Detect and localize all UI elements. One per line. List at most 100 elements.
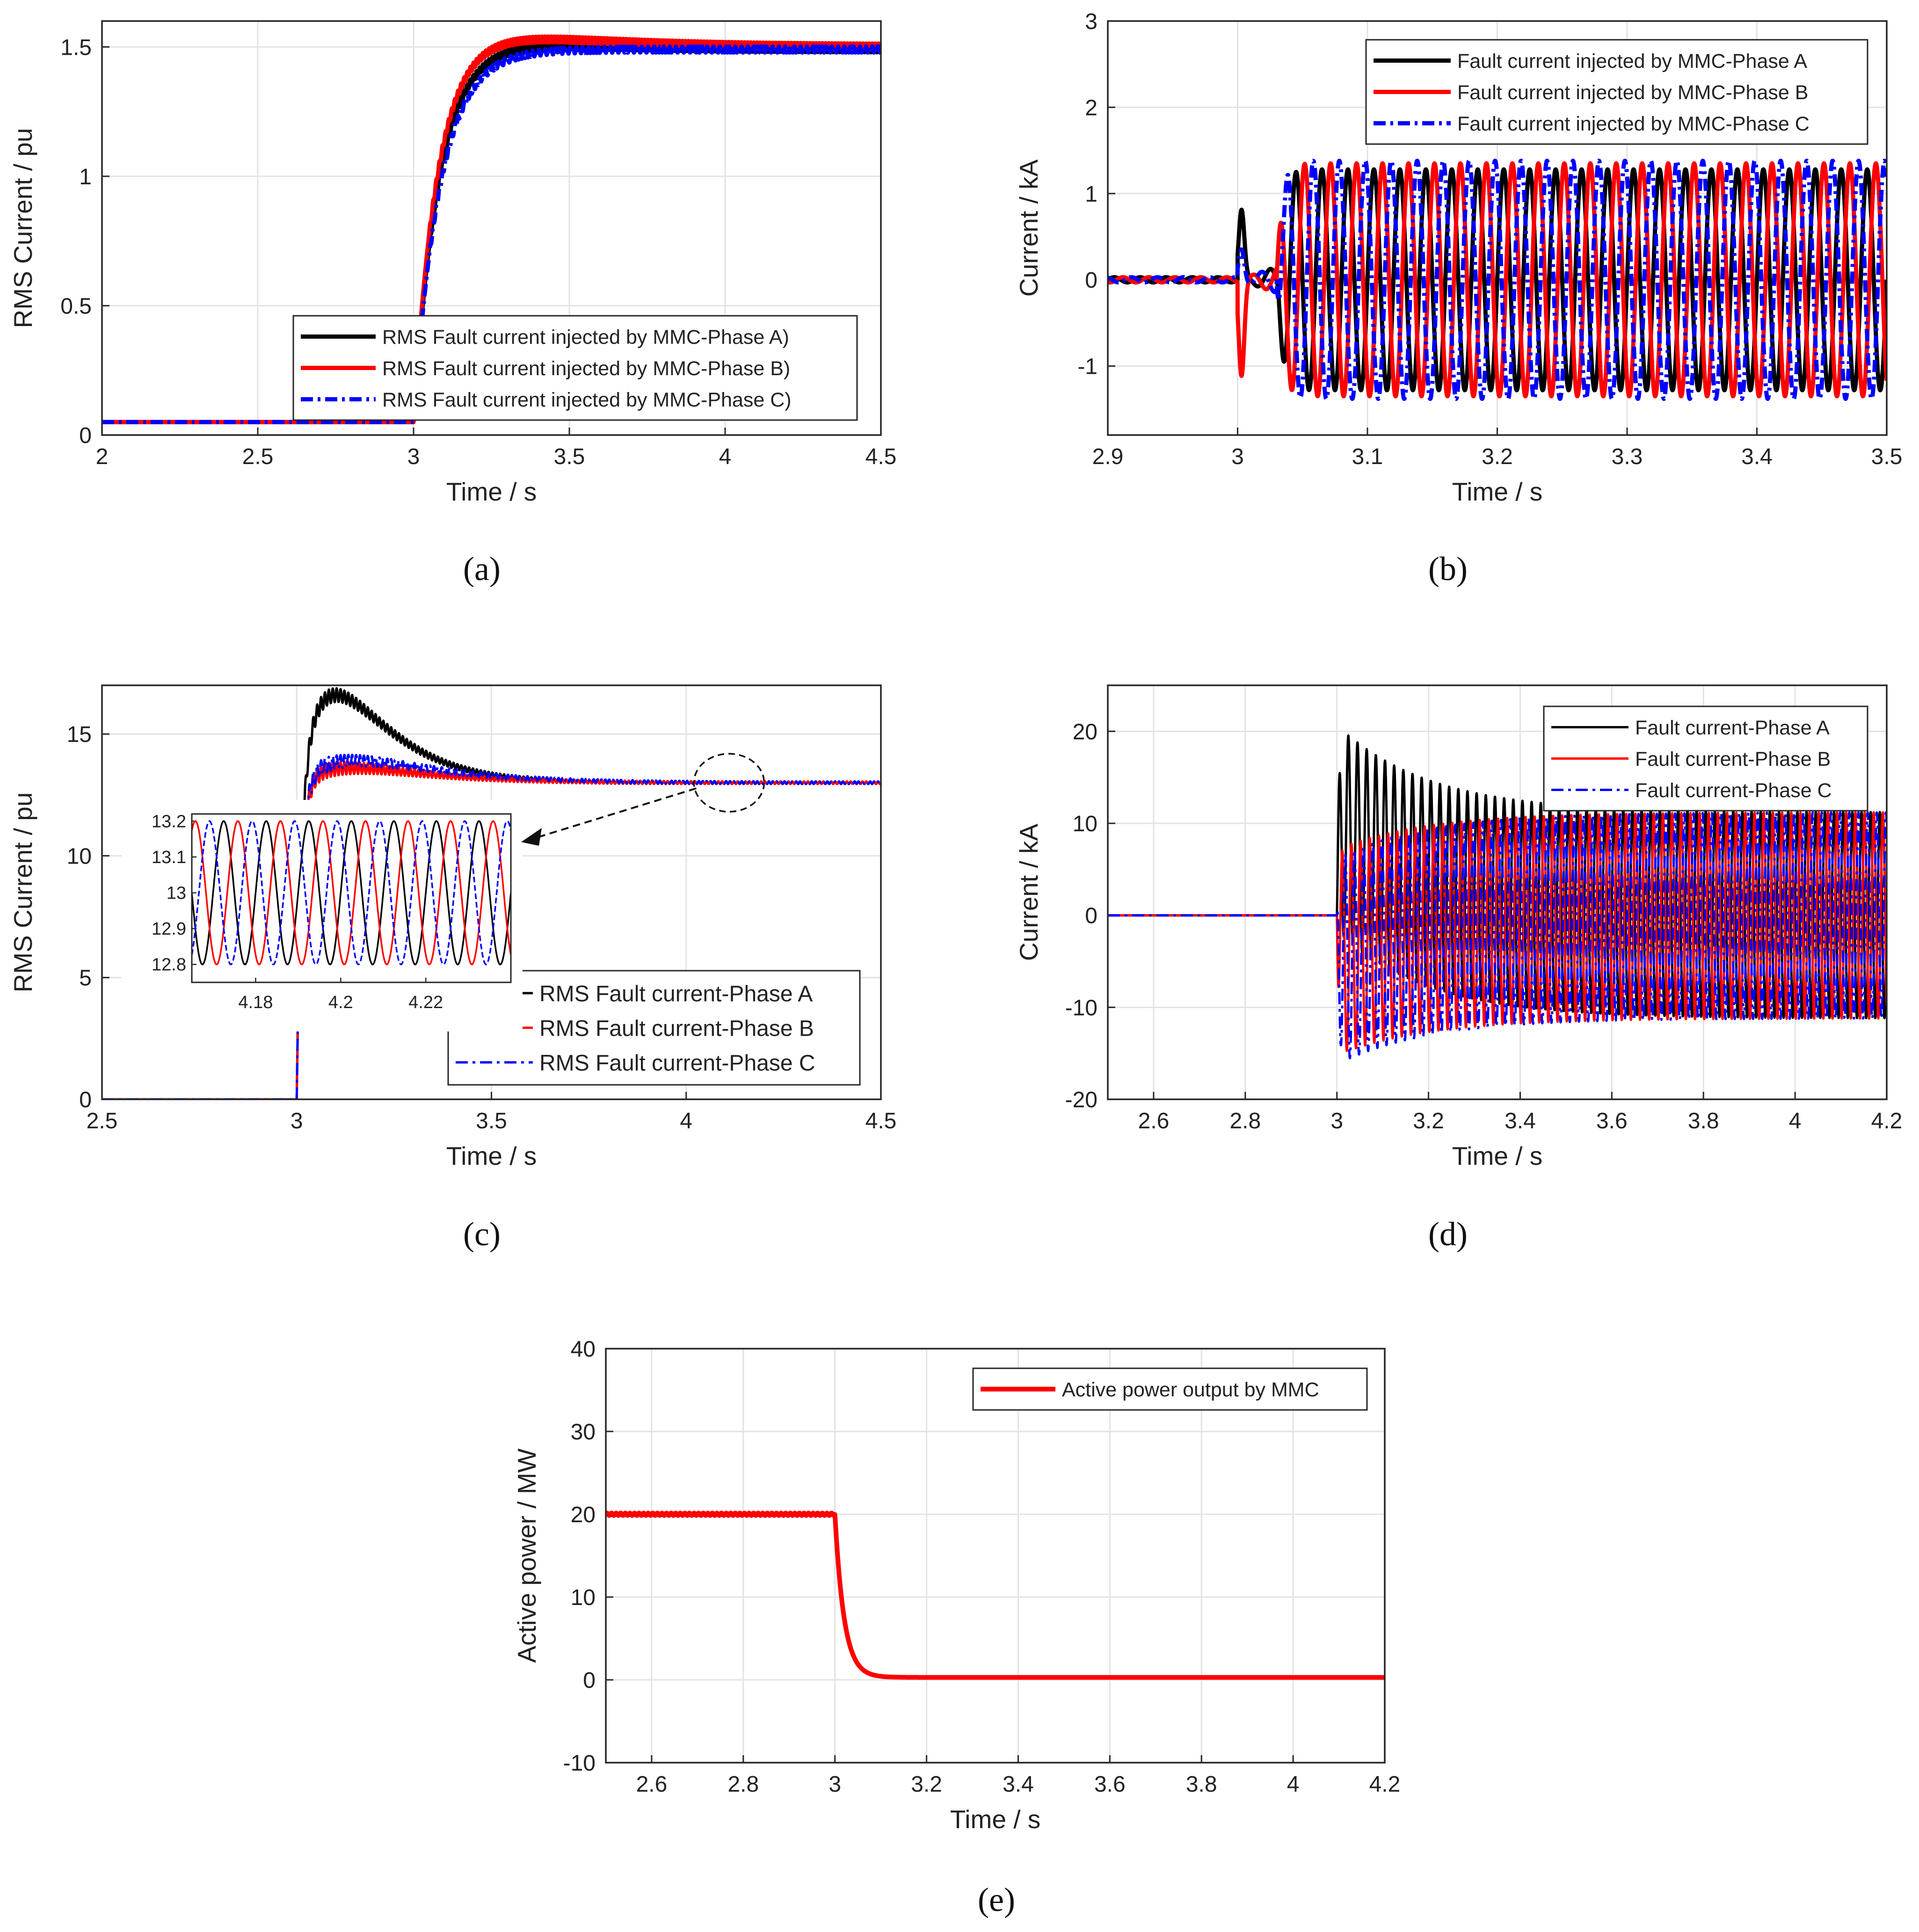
legend: Active power output by MMC [972,1367,1368,1411]
x-tick-label: 4.5 [865,444,897,469]
x-tick-label: 2.9 [1092,444,1124,469]
x-tick-label: 3.5 [476,1109,507,1133]
y-tick-label: 0 [583,1668,596,1693]
x-tick-label: 3.3 [1612,444,1643,469]
series-line-c [1108,811,1887,1060]
x-tick-label: 3.6 [1094,1772,1126,1797]
chart-d: 2.6 2.8 3 3.2 3.4 3.6 3.8 4 4.2 -20 -10 0 10 20 Time /… [1014,684,1903,1253]
inset-y-tick-label: 12.9 [152,919,186,939]
x-tick-label: 4.2 [1871,1109,1903,1133]
x-tick-label: 2.6 [636,1772,668,1797]
inset-y-tick-label: 13.1 [152,848,186,867]
y-tick-label: -10 [1065,995,1098,1020]
axes-frame [1107,684,1888,1100]
y-tick-label: -1 [1077,355,1098,379]
y-tick-label: 1 [1085,182,1098,207]
legend-entry: RMS Fault current-Phase C [539,1051,815,1075]
y-tick-label: 20 [571,1503,596,1527]
y-tick-label: 0.5 [60,294,92,319]
panel-caption-letter: e [989,1881,1004,1918]
y-tick-label: 10 [1073,812,1098,836]
x-tick-label: 2 [96,444,109,469]
legend-entry: Fault current-Phase C [1635,779,1832,802]
panel-caption-letter: c [474,1215,489,1253]
y-tick-label: 40 [571,1337,596,1362]
panel-caption: (c) [463,1215,501,1253]
x-axis-label: Time / s [446,477,537,506]
inset-x-tick-label: 4.2 [328,993,353,1012]
inset-x-tick-label: 4.22 [408,993,443,1012]
panel-caption: (a) [463,550,501,588]
x-tick-label: 3.8 [1688,1109,1719,1133]
y-tick-label: 1 [79,165,92,189]
zoom-arrowhead [521,828,542,846]
x-tick-label: 2.6 [1138,1109,1170,1133]
x-axis-label: Time / s [1452,477,1543,506]
y-tick-label: 10 [67,844,92,869]
chart-b: 2.9 3 3.1 3.2 3.3 3.4 3.5 -1 0 1 2 3 Time / s Current… [1014,9,1902,588]
y-tick-label: 10 [571,1585,596,1610]
y-tick-label: 0 [79,1088,92,1112]
x-tick-label: 2.5 [87,1109,118,1133]
inset-y-tick-label: 13 [167,884,186,903]
x-tick-label: 4.2 [1369,1772,1401,1797]
x-tick-label: 3.5 [1871,444,1903,469]
y-axis-label: Current / kA [1014,159,1043,297]
y-axis-label: RMS Current / pu [8,792,37,993]
legend-box [292,315,858,421]
y-axis-label: Active power / MW [512,1448,541,1663]
legend-entry: RMS Fault current-Phase A [539,981,813,1006]
zoom-circle [693,753,765,813]
legend-entry: RMS Fault current injected by MMC-Phase … [382,357,790,380]
axes-frame [605,1348,1386,1764]
panel-caption-letter: b [1439,550,1456,588]
x-tick-label: 3.1 [1352,444,1383,469]
legend-entry: Fault current-Phase B [1635,748,1831,770]
y-tick-label: 3 [1085,9,1098,34]
x-tick-label: 3.8 [1186,1772,1217,1797]
x-tick-label: 3 [1231,444,1244,469]
x-axis-label: Time / s [1452,1141,1543,1170]
inset-y-tick-label: 12.8 [152,955,186,975]
inset-series-line-c [192,820,511,966]
x-tick-label: 3.4 [1003,1772,1034,1797]
inset-frame [191,813,512,983]
x-tick-label: 3.2 [1413,1109,1444,1133]
legend-entry: RMS Fault current injected by MMC-Phase … [382,326,789,349]
series-line-a [1108,167,1887,392]
y-axis-label: Current / kA [1014,823,1043,961]
x-tick-label: 4 [1287,1772,1300,1797]
panel-caption-letter: a [474,550,489,588]
y-tick-label: 2 [1085,95,1098,120]
y-tick-label: 15 [67,722,92,747]
legend: RMS Fault current injected by MMC-Phase … [292,315,858,421]
axes-frame [1107,20,1888,436]
legend: Fault current-Phase A Fault current-Phase… [1543,705,1868,812]
plot-area [606,1349,1385,1763]
inset-series-line-a [192,820,511,966]
x-tick-label: 3.6 [1596,1109,1628,1133]
series-line-a [606,1511,1385,1680]
inset-y-tick-label: 13.2 [152,812,186,831]
y-tick-label: 30 [571,1420,596,1445]
y-tick-label: 1.5 [60,35,92,60]
x-tick-label: 4 [719,444,732,469]
series-group [102,34,881,424]
inset-plot-area [192,814,511,982]
series-group [1108,159,1887,401]
x-axis-label: Time / s [950,1805,1041,1834]
legend-entry: RMS Fault current-Phase B [539,1016,814,1041]
x-tick-label: 3.2 [1482,444,1513,469]
y-tick-label: 0 [79,423,92,448]
y-tick-label: 20 [1073,719,1098,744]
legend: Fault current injected by MMC-Phase A Fau… [1365,39,1868,145]
panel-caption: (d) [1428,1215,1468,1253]
y-axis-label: RMS Current / pu [8,128,37,328]
y-tick-label: 0 [1085,268,1098,293]
y-tick-label: -20 [1065,1088,1098,1112]
y-tick-label: -10 [563,1751,596,1776]
x-tick-label: 3.4 [1505,1109,1536,1133]
inset-series-group [192,820,511,966]
legend-entry: RMS Fault current injected by MMC-Phase … [382,389,792,411]
